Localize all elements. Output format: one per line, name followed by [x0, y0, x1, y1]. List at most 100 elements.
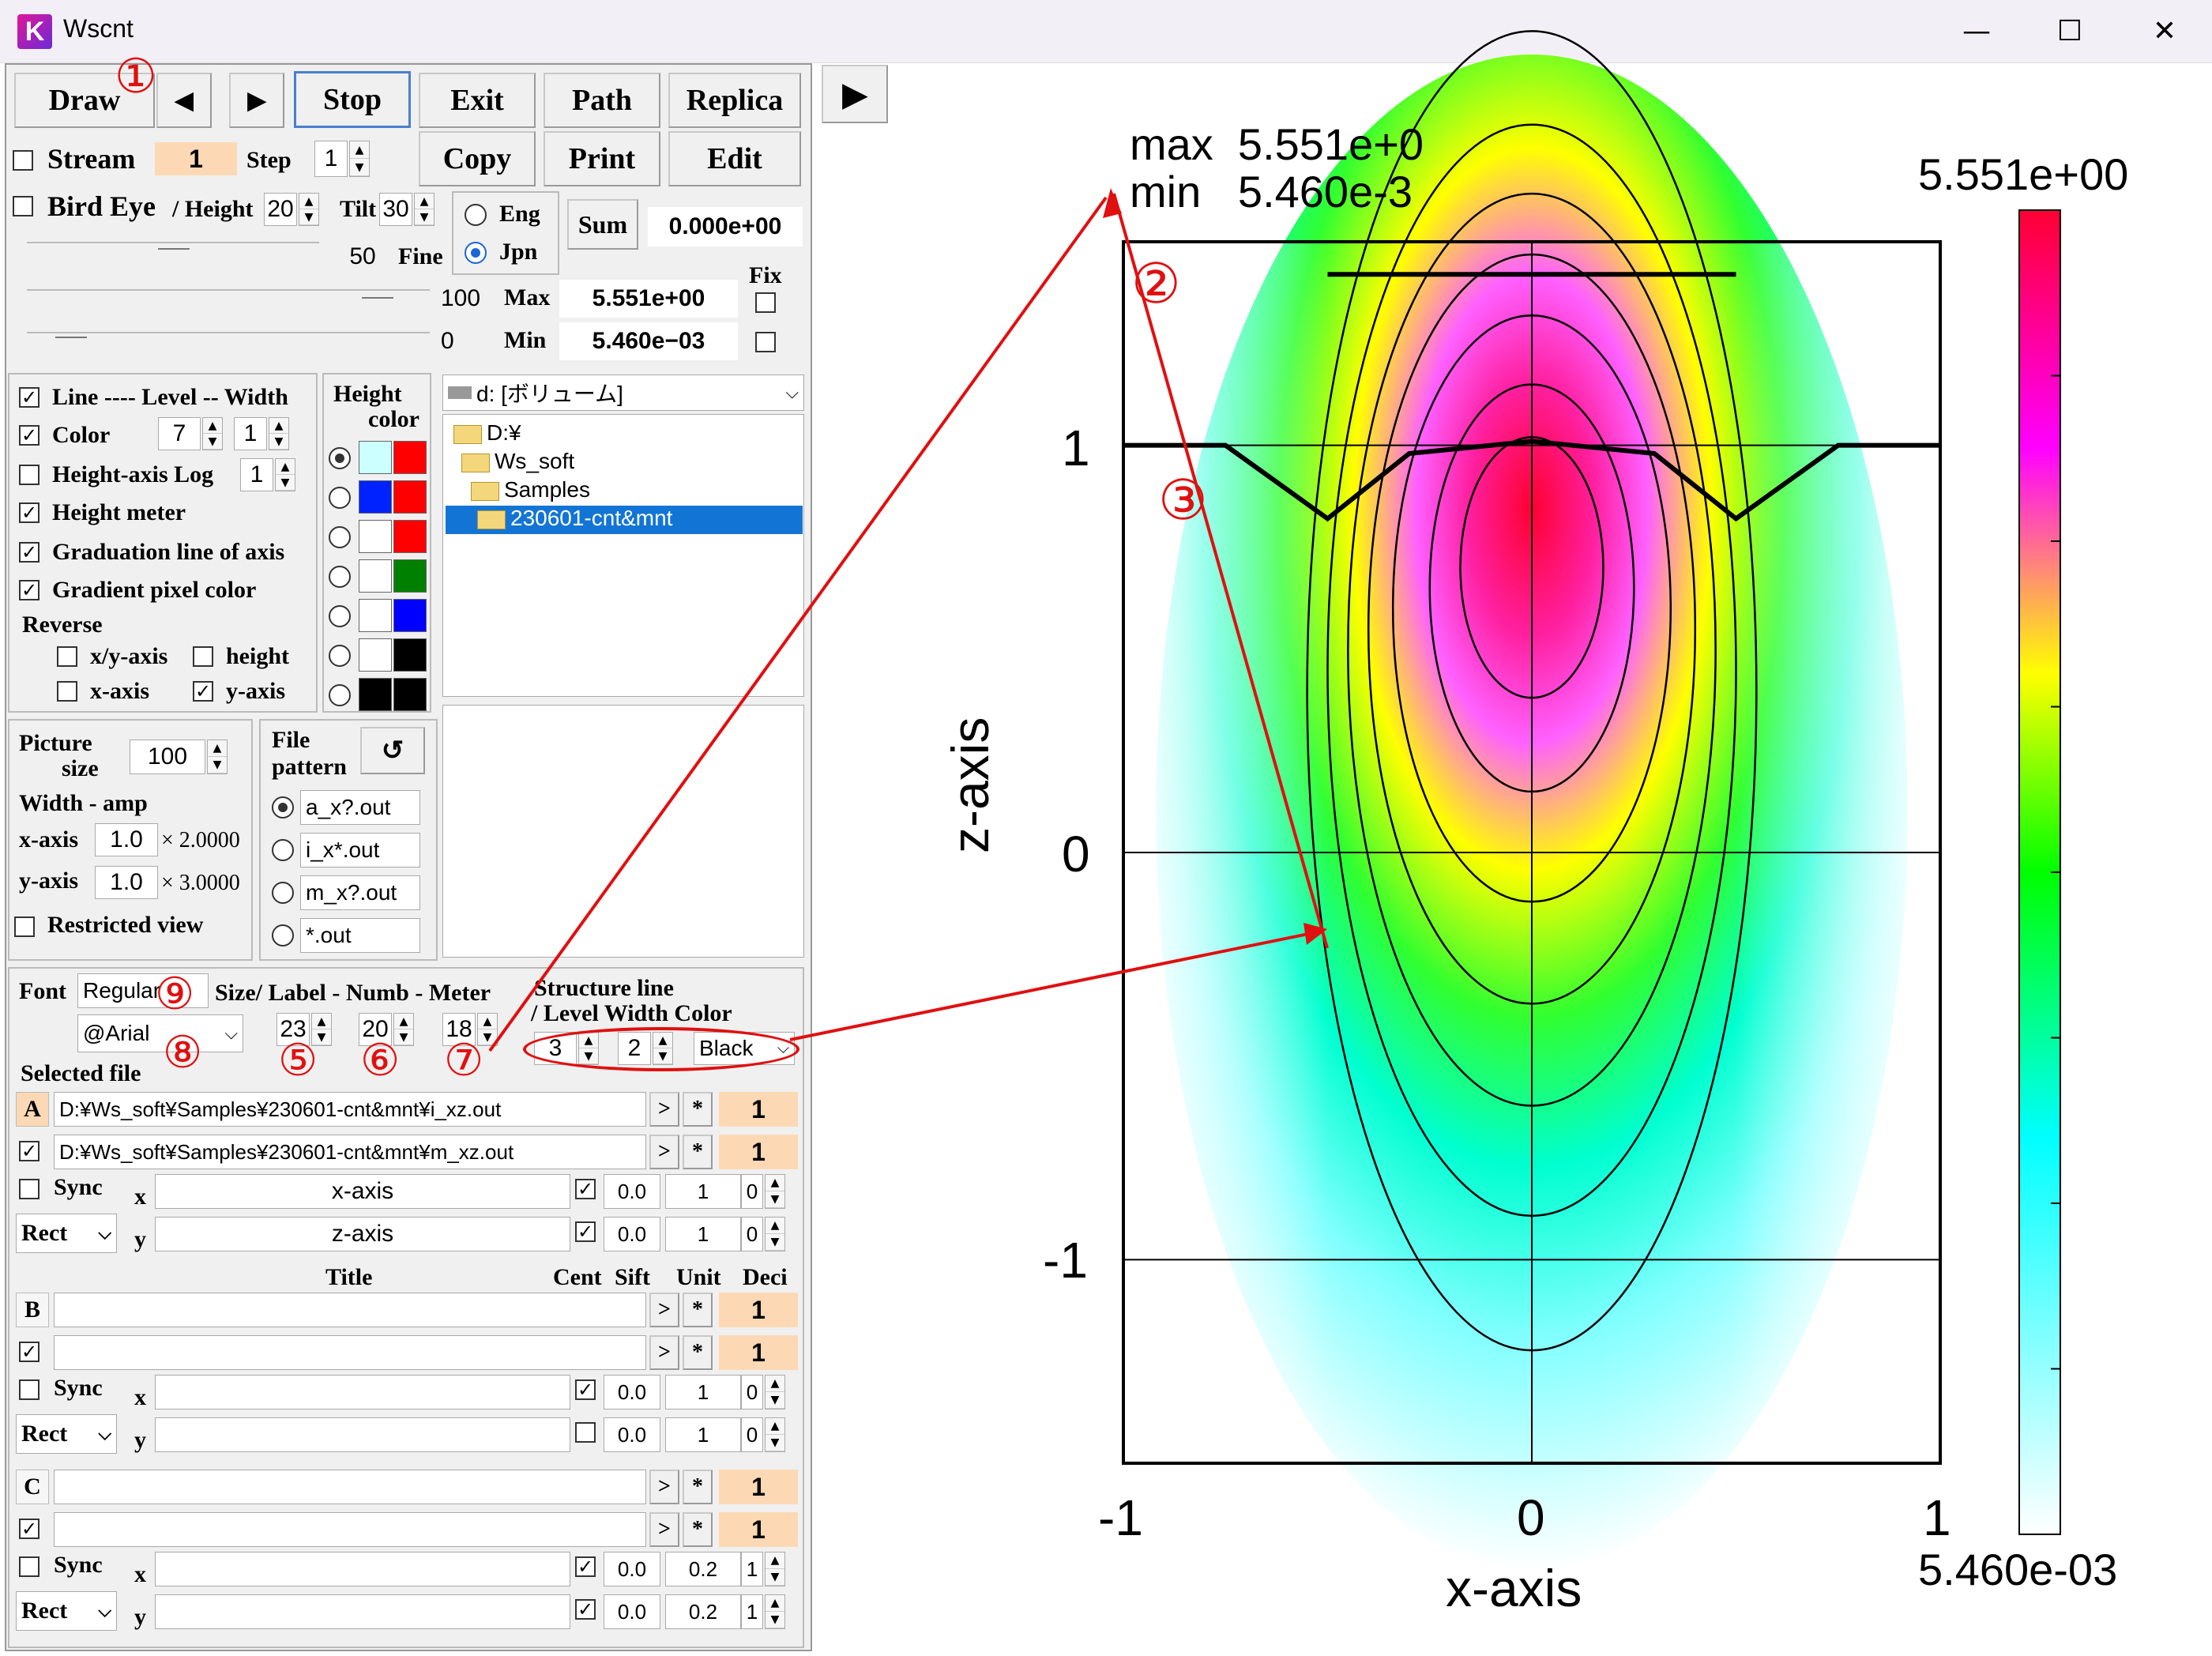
browse-button[interactable]: > — [649, 1135, 679, 1169]
restricted-checkbox[interactable] — [14, 916, 35, 937]
coord-mode-select[interactable]: Rect ⌵ — [16, 1414, 117, 1454]
clear-button[interactable]: * — [683, 1293, 713, 1327]
tree-item-samples[interactable]: Samples — [471, 477, 590, 502]
x-center-checkbox[interactable]: ✓ — [575, 1179, 596, 1199]
color-checkbox[interactable]: ✓ — [19, 425, 40, 446]
tree-item-drive[interactable]: D:¥ — [453, 420, 521, 446]
file2-path-input[interactable] — [54, 1335, 646, 1370]
line-checkbox[interactable]: ✓ — [19, 387, 40, 408]
clear-button[interactable]: * — [683, 1135, 713, 1169]
birdeye-checkbox[interactable] — [13, 196, 33, 216]
x-sift-input[interactable]: 0.0 — [604, 1174, 660, 1209]
clear-button[interactable]: * — [683, 1335, 713, 1370]
x-center-checkbox[interactable]: ✓ — [575, 1379, 596, 1400]
y-deci-input[interactable]: 0 — [741, 1217, 763, 1251]
reverse-xy-checkbox[interactable] — [57, 646, 77, 667]
label-size-input[interactable]: 23 — [276, 1013, 310, 1046]
file2-path-input[interactable] — [54, 1512, 646, 1547]
x-unit-input[interactable]: 1 — [665, 1174, 741, 1209]
y-deci-spinner[interactable]: ▲ ▼ — [765, 1594, 785, 1629]
xaxis-amp-input[interactable]: 1.0 — [95, 823, 158, 856]
x-sift-input[interactable]: 0.0 — [604, 1552, 660, 1586]
tree-item-selected[interactable]: 230601-cnt&mnt — [446, 506, 803, 534]
height-color-radio[interactable] — [329, 645, 351, 667]
browse-button[interactable]: > — [649, 1092, 679, 1127]
x-unit-input[interactable]: 0.2 — [665, 1552, 741, 1586]
fine-slider-thumb[interactable] — [158, 248, 190, 250]
sync-checkbox[interactable] — [19, 1556, 40, 1577]
y-title-input[interactable]: z-axis — [155, 1217, 570, 1251]
minimize-button[interactable]: — — [1962, 15, 1991, 47]
step-spinner[interactable]: ▲ ▼ — [349, 141, 370, 177]
height-color-radio[interactable] — [329, 566, 351, 588]
next-button[interactable]: ▶ — [229, 73, 284, 128]
picture-size-input[interactable]: 100 — [130, 740, 205, 774]
reverse-x-checkbox[interactable] — [57, 681, 77, 702]
low-color-swatch[interactable] — [359, 441, 392, 474]
tilt-spinner[interactable]: ▲ ▼ — [414, 193, 434, 226]
file2-checkbox[interactable]: ✓ — [19, 1342, 40, 1362]
coord-mode-select[interactable]: Rect ⌵ — [16, 1214, 117, 1253]
x-title-input[interactable]: x-axis — [155, 1174, 570, 1209]
file2-count[interactable]: 1 — [719, 1135, 798, 1169]
heightlog-spinner[interactable]: ▲ ▼ — [275, 458, 295, 491]
close-button[interactable]: ✕ — [2152, 15, 2177, 47]
high-color-swatch[interactable] — [393, 638, 427, 672]
browse-button[interactable]: > — [649, 1335, 679, 1370]
y-deci-spinner[interactable]: ▲ ▼ — [765, 1217, 785, 1251]
level-spinner[interactable]: ▲ ▼ — [202, 417, 223, 450]
clear-button[interactable]: * — [683, 1092, 713, 1127]
file2-count[interactable]: 1 — [719, 1512, 798, 1547]
numb-size-input[interactable]: 20 — [359, 1013, 392, 1046]
jpn-radio[interactable] — [465, 242, 487, 264]
file-path-input[interactable] — [54, 1293, 646, 1327]
graduation-checkbox[interactable]: ✓ — [19, 542, 40, 563]
file-pattern-input[interactable]: a_x?.out — [300, 790, 420, 825]
x-deci-input[interactable]: 0 — [741, 1375, 763, 1409]
y-center-checkbox[interactable] — [575, 1422, 596, 1443]
play-button[interactable]: ▶ — [822, 65, 888, 123]
heightlog-input[interactable]: 1 — [240, 458, 273, 491]
file2-checkbox[interactable]: ✓ — [19, 1141, 40, 1161]
max-fix-checkbox[interactable] — [755, 292, 776, 313]
height-color-radio[interactable] — [329, 526, 351, 548]
file2-checkbox[interactable]: ✓ — [19, 1519, 40, 1539]
height-color-radio[interactable] — [329, 447, 351, 469]
min-slider[interactable] — [27, 332, 430, 333]
heightlog-checkbox[interactable] — [19, 465, 40, 485]
high-color-swatch[interactable] — [393, 559, 427, 593]
file-pattern-input[interactable]: i_x*.out — [300, 833, 420, 868]
y-sift-input[interactable]: 0.0 — [604, 1417, 660, 1452]
low-color-swatch[interactable] — [359, 520, 392, 553]
print-button[interactable]: Print — [544, 131, 660, 186]
meter-size-spinner[interactable]: ▲ ▼ — [477, 1013, 498, 1046]
min-fix-checkbox[interactable] — [755, 332, 776, 352]
stream-input[interactable]: 1 — [155, 142, 237, 175]
x-title-input[interactable] — [155, 1375, 570, 1409]
clear-button[interactable]: * — [683, 1512, 713, 1547]
file-list[interactable] — [442, 705, 804, 958]
y-unit-input[interactable]: 0.2 — [665, 1594, 741, 1629]
y-deci-input[interactable]: 1 — [741, 1594, 763, 1629]
stream-checkbox[interactable] — [13, 150, 33, 171]
max-value[interactable]: 5.551e+00 — [559, 280, 738, 318]
high-color-swatch[interactable] — [393, 678, 427, 711]
font-name-select[interactable]: @Arial ⌵ — [77, 1014, 243, 1052]
max-slider[interactable] — [27, 289, 430, 291]
tree-item-wssoft[interactable]: Ws_soft — [461, 449, 574, 474]
file-pattern-radio[interactable] — [272, 882, 294, 904]
high-color-swatch[interactable] — [393, 480, 427, 514]
file-count[interactable]: 1 — [719, 1092, 798, 1127]
coord-mode-select[interactable]: Rect ⌵ — [16, 1591, 117, 1631]
high-color-swatch[interactable] — [393, 441, 427, 474]
edit-button[interactable]: Edit — [668, 131, 801, 186]
height-color-radio[interactable] — [329, 605, 351, 627]
y-sift-input[interactable]: 0.0 — [604, 1217, 660, 1251]
picture-size-spinner[interactable]: ▲ ▼ — [207, 740, 228, 774]
file-path-input[interactable] — [54, 1470, 646, 1504]
meter-size-input[interactable]: 18 — [442, 1013, 476, 1046]
drive-select[interactable]: d: [ボリューム] ⌵ — [442, 374, 804, 411]
browse-button[interactable]: > — [649, 1293, 679, 1327]
y-sift-input[interactable]: 0.0 — [604, 1594, 660, 1629]
folder-tree[interactable] — [442, 414, 804, 697]
